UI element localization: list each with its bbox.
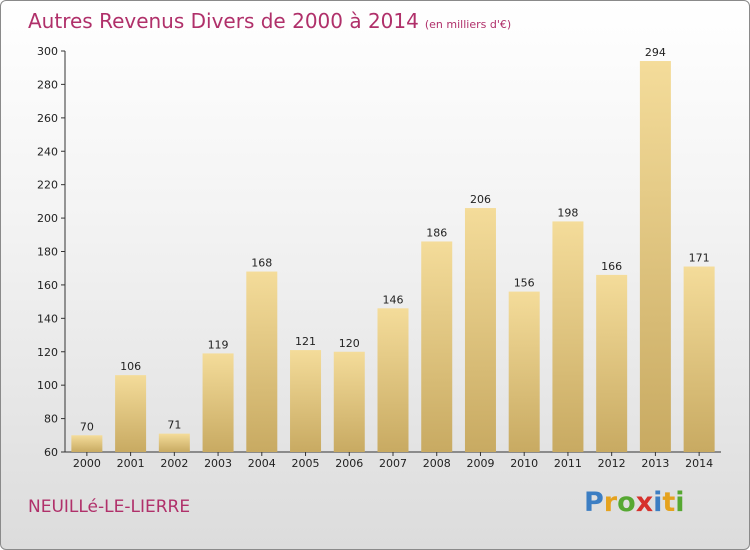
x-tick-label: 2010 (510, 457, 538, 470)
y-tick-label: 280 (37, 78, 58, 91)
value-label-2011: 198 (557, 206, 578, 219)
bar-2003 (202, 353, 234, 452)
bar-2005 (290, 350, 322, 452)
y-tick-label: 60 (44, 446, 58, 459)
value-label-2008: 186 (426, 226, 447, 239)
x-tick-label: 2002 (160, 457, 188, 470)
bar-2000 (71, 435, 103, 452)
bar-2002 (158, 433, 190, 452)
value-label-2000: 70 (80, 420, 94, 433)
x-tick-label: 2000 (73, 457, 101, 470)
y-tick-label: 120 (37, 346, 58, 359)
proxiti-logo: Proxiti (584, 487, 685, 518)
value-label-2005: 121 (295, 335, 316, 348)
value-label-2006: 120 (339, 337, 360, 350)
value-label-2002: 71 (167, 419, 181, 432)
bar-2009 (464, 208, 496, 452)
y-tick-label: 100 (37, 379, 58, 392)
value-label-2014: 171 (689, 252, 710, 265)
y-tick-label: 180 (37, 246, 58, 259)
value-label-2009: 206 (470, 193, 491, 206)
title-row: Autres Revenus Divers de 2000 à 2014 (en … (28, 9, 511, 33)
value-label-2007: 146 (383, 293, 404, 306)
bar-2004 (246, 271, 278, 452)
value-label-2010: 156 (514, 277, 535, 290)
x-tick-label: 2003 (204, 457, 232, 470)
x-tick-label: 2009 (466, 457, 494, 470)
bar-2006 (333, 351, 365, 452)
y-tick-label: 200 (37, 212, 58, 225)
value-label-2004: 168 (251, 257, 272, 270)
bar-2014 (683, 266, 715, 452)
brand-letter: P (584, 487, 604, 518)
bar-2001 (115, 375, 147, 452)
brand-letter: i (653, 487, 663, 518)
brand-letter: o (617, 487, 636, 518)
x-tick-label: 2013 (641, 457, 669, 470)
bar-2008 (421, 241, 453, 452)
x-tick-label: 2005 (292, 457, 320, 470)
value-label-2012: 166 (601, 260, 622, 273)
bar-2012 (596, 274, 628, 452)
value-label-2003: 119 (208, 338, 229, 351)
x-tick-label: 2004 (248, 457, 276, 470)
x-tick-label: 2012 (598, 457, 626, 470)
y-tick-label: 300 (37, 45, 58, 58)
y-tick-label: 80 (44, 413, 58, 426)
commune-name: NEUILLé-LE-LIERRE (28, 497, 191, 517)
x-tick-label: 2008 (423, 457, 451, 470)
bars (71, 61, 715, 453)
y-tick-label: 160 (37, 279, 58, 292)
brand-letter: t (662, 487, 676, 518)
bar-2011 (552, 221, 584, 452)
y-tick-label: 140 (37, 312, 58, 325)
brand-letter: x (635, 487, 654, 518)
y-tick-label: 240 (37, 145, 58, 158)
y-tick-label: 220 (37, 179, 58, 192)
axes: 60 80 100 120 140 160 180 200 220 240 260 280 300 200… (37, 45, 721, 470)
value-label-2001: 106 (120, 360, 141, 373)
bar-2007 (377, 308, 409, 452)
x-tick-label: 2006 (335, 457, 363, 470)
x-tick-label: 2014 (685, 457, 713, 470)
x-tick-label: 2011 (554, 457, 582, 470)
brand-letter: i (675, 487, 685, 518)
bar-2013 (639, 61, 671, 453)
x-tick-label: 2007 (379, 457, 407, 470)
chart-subtitle: (en milliers d'€) (424, 18, 512, 31)
x-tick-label: 2001 (117, 457, 145, 470)
bar-2010 (508, 291, 540, 452)
brand-letter: r (603, 487, 618, 518)
chart-title: Autres Revenus Divers de 2000 à 2014 (28, 9, 419, 33)
y-tick-label: 260 (37, 112, 58, 125)
value-label-2013: 294 (645, 46, 666, 59)
value-labels: 70 106 71 119 168 121 120 146 186 206 156 198 166 294… (80, 46, 710, 433)
